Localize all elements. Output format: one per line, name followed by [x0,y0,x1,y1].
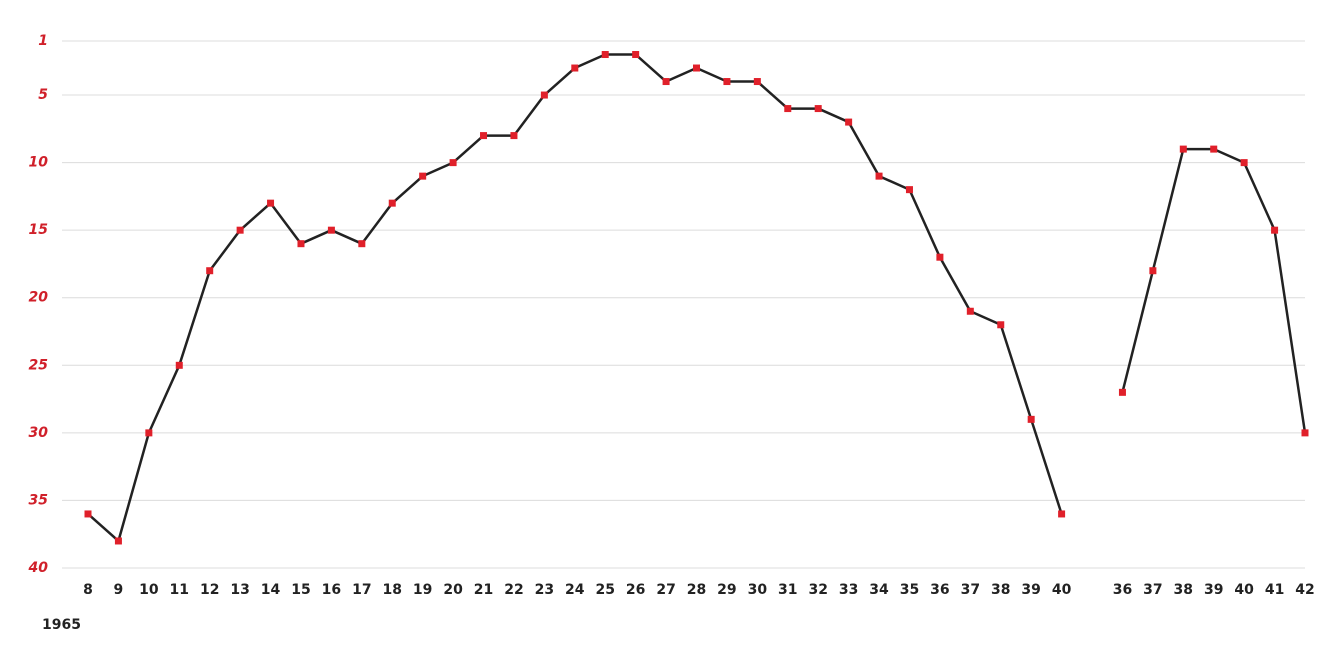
data-point [175,361,183,369]
data-point [267,199,275,207]
data-point [723,78,731,86]
x-tick-label: 27 [656,582,675,598]
data-point [327,226,335,234]
data-point [845,118,853,126]
x-tick-label: 36 [930,582,949,598]
data-point [1058,510,1066,518]
data-point [114,537,122,545]
data-point [358,240,366,248]
x-tick-label: 8 [83,582,93,598]
data-point [997,321,1005,329]
data-point [1027,415,1035,423]
x-tick-label: 32 [808,582,827,598]
x-tick-label: 21 [474,582,493,598]
data-point [419,172,427,180]
data-point [449,159,457,167]
y-tick-label: 35 [29,492,49,508]
x-tick-label: 33 [839,582,858,598]
x-axis-label: 1965 [42,617,81,633]
x-tick-label: 14 [261,582,281,598]
data-point [236,226,244,234]
x-tick-label: 38 [991,582,1010,598]
data-point [84,510,92,518]
x-tick-label: 25 [595,582,614,598]
x-tick-label: 30 [748,582,768,598]
data-point [784,105,792,113]
x-tick-label: 29 [717,582,736,598]
x-tick-label: 18 [383,582,402,598]
x-tick-label: 12 [200,582,219,598]
x-tick-label: 17 [352,582,371,598]
x-tick-label: 9 [114,582,124,598]
data-point [145,429,153,437]
data-point [297,240,305,248]
x-tick-label: 19 [413,582,432,598]
x-tick-label: 31 [778,582,797,598]
data-point [1301,429,1309,437]
data-point [966,307,974,315]
x-tick-label: 40 [1234,582,1254,598]
x-tick-label: 39 [1204,582,1223,598]
data-point [905,186,913,194]
data-point [814,105,822,113]
data-point [936,253,944,261]
y-tick-label: 25 [29,357,49,373]
y-tick-label: 5 [38,87,48,103]
data-point [1118,388,1126,396]
data-point [1149,267,1157,275]
x-tick-label: 22 [504,582,523,598]
x-tick-label: 41 [1265,582,1284,598]
y-tick-label: 20 [29,290,49,306]
x-tick-label: 36 [1113,582,1132,598]
x-tick-label: 37 [1143,582,1162,598]
y-tick-label: 10 [29,155,49,171]
x-tick-label: 37 [961,582,980,598]
x-tick-label: 23 [535,582,554,598]
data-point [480,132,488,140]
data-point [1210,145,1218,153]
x-tick-label: 16 [322,582,341,598]
y-tick-label: 40 [28,560,49,576]
data-point [693,64,700,72]
y-tick-label: 30 [29,425,49,441]
data-point [601,51,609,59]
x-tick-label: 26 [626,582,645,598]
data-point [1179,145,1187,153]
x-tick-label: 10 [139,582,159,598]
x-tick-label: 39 [1021,582,1040,598]
x-tick-label: 34 [869,582,889,598]
data-point [662,78,670,86]
x-tick-label: 24 [565,582,585,598]
x-tick-label: 40 [1052,582,1072,598]
data-point [875,172,883,180]
data-point [540,91,548,99]
data-point [571,64,579,72]
y-tick-label: 15 [29,222,49,238]
x-tick-label: 42 [1295,582,1314,598]
x-tick-label: 11 [170,582,189,598]
data-point [510,132,518,140]
data-point [388,199,396,207]
data-point [632,51,640,59]
data-point [753,78,761,86]
data-point [1240,159,1248,167]
x-tick-label: 38 [1174,582,1193,598]
x-tick-label: 35 [900,582,919,598]
x-tick-label: 15 [291,582,310,598]
y-tick-label: 1 [38,33,48,49]
x-tick-label: 13 [230,582,249,598]
x-tick-label: 28 [687,582,706,598]
data-point [206,267,214,275]
x-tick-label: 20 [443,582,463,598]
data-point [1271,226,1279,234]
